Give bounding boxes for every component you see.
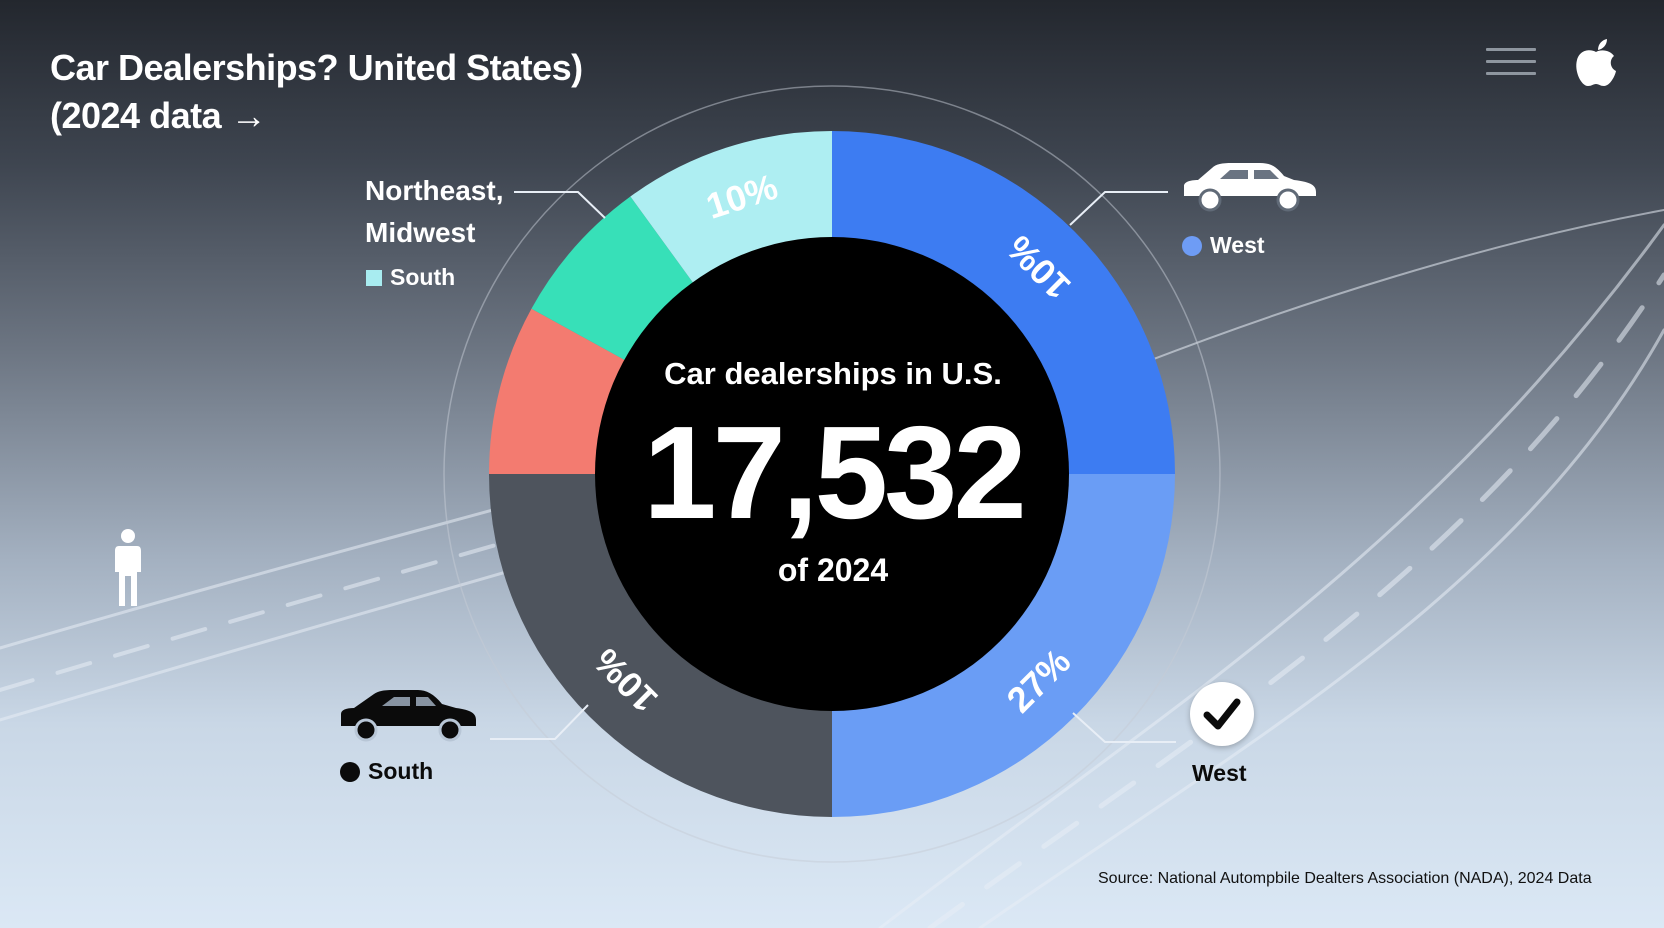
legend-south-bottom: South [340, 758, 433, 785]
center-value: 17,532 [643, 399, 1027, 546]
car-icon [341, 690, 476, 742]
apple-logo-icon [1576, 39, 1616, 86]
title-line-2: (2024 data → [50, 95, 267, 136]
center-label: Car dealerships in U.S. [664, 356, 1002, 391]
circle-swatch-icon [340, 761, 360, 782]
legend-south-top: South [366, 264, 455, 291]
square-swatch-icon [366, 269, 382, 286]
chart-title: Car Dealerships? United States) (2024 da… [50, 44, 583, 140]
check-icon [1203, 698, 1241, 730]
source-note: Source: National Autompbile Dealters Ass… [1098, 870, 1592, 887]
label-northeast: Northeast, [365, 175, 504, 206]
legend-west-bottom: West [1192, 760, 1247, 787]
car-icon [1184, 163, 1316, 212]
check-badge [1190, 682, 1254, 746]
legend-south-top-label: South [390, 264, 456, 290]
legend-west-bottom-label: West [1192, 760, 1247, 786]
person-icon [115, 529, 141, 606]
donut-center [595, 237, 1069, 711]
label-northeast-midwest: Northeast, Midwest [365, 170, 503, 254]
legend-west-top: West [1182, 232, 1265, 259]
legend-south-bottom-label: South [368, 758, 434, 784]
leader-lines [490, 191, 1176, 743]
center-sub: of 2024 [777, 552, 889, 588]
title-line-1: Car Dealerships? United States) [50, 47, 583, 88]
legend-west-top-label: West [1210, 232, 1265, 258]
circle-swatch-icon [1182, 235, 1202, 256]
label-midwest: Midwest [365, 217, 476, 248]
menu-icon[interactable] [1486, 48, 1536, 84]
